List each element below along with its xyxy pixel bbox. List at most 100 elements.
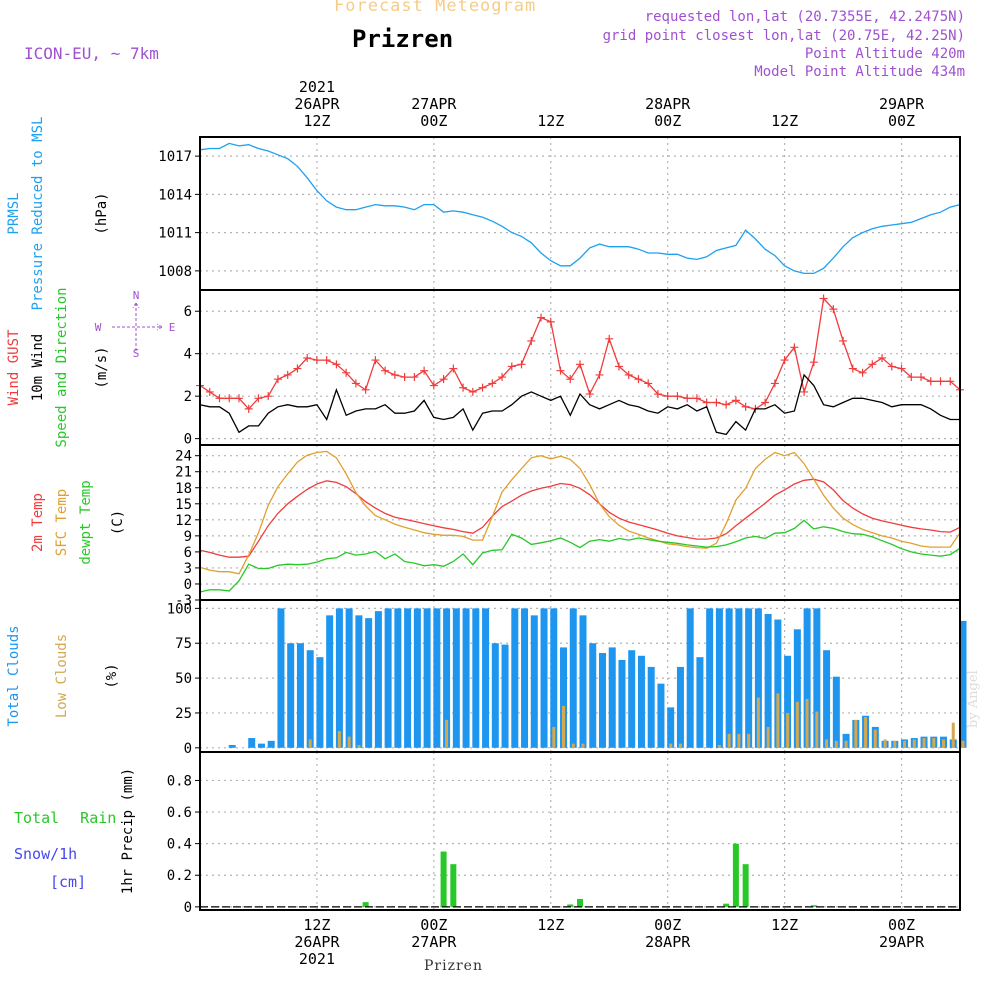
low-bar [912,739,916,748]
clouds-label: Low Clouds [54,634,70,718]
y-tick-label: 1014 [158,187,192,203]
total-bar [589,643,597,748]
gust-marker [371,356,380,365]
low-bar [756,697,760,748]
total-bar [248,738,256,748]
gust-marker [468,387,477,396]
time-tick-label-bottom: 00Z [654,916,681,934]
total-bar [637,655,645,748]
total-bar [355,615,363,748]
total-bar [345,608,353,748]
low-bar [347,736,351,748]
low-bar [562,705,566,748]
clouds-label: Total Clouds [6,625,22,726]
gust-marker [576,360,584,369]
gust-marker [205,387,214,396]
total-bar [667,707,675,748]
y-tick-label: 18 [175,481,192,497]
time-tick-label-bottom: 26APR [294,933,340,951]
total-bar [754,608,762,748]
total-bar [784,655,792,748]
wind10m-line [199,373,960,436]
gust-marker [819,294,828,303]
gust-marker [702,398,711,407]
total-bar [316,657,324,748]
compass-rose [112,302,163,352]
low-bar [883,739,887,748]
total-bar [413,608,421,748]
time-tick-label-bottom: 00Z [888,916,915,934]
snow-unit-label: [cm] [50,873,86,891]
gust-marker [907,373,916,382]
gust-marker [926,377,935,386]
gust-marker [897,364,906,373]
grid-point-location: grid point closest lon,lat (20.75E, 42.2… [602,28,965,44]
total-bar [335,608,343,748]
time-tick-label-bottom: 12Z [771,916,798,934]
gust-marker [566,375,575,384]
y-tick-label: 15 [175,497,192,513]
pressure-ylabel: (hPa) [94,192,110,234]
gust-marker [234,394,243,403]
prmsl-line [199,142,961,275]
total-bar [443,608,451,748]
y-tick-label: 21 [175,465,192,481]
total-bar [706,608,714,748]
compass-w: W [95,321,102,334]
gust-marker [439,375,448,384]
total-bar [296,643,304,748]
gust-marker [410,373,419,382]
gust-marker [342,368,351,377]
station-title: Prizren [352,25,454,53]
low-bar [834,740,838,748]
compass-e: E [169,321,176,334]
total-bar [228,745,236,748]
low-bar [357,745,361,748]
total-bar [394,608,402,748]
y-tick-label: 9 [184,529,192,545]
gust-marker [215,394,224,403]
gust-marker [917,373,926,382]
total-bar [560,647,568,748]
gust-marker [312,356,321,365]
rain-legend-label: Total Rain [14,809,116,827]
y-tick-label: 0.2 [167,868,192,884]
gust-marker [478,383,487,392]
total-bar [452,608,460,748]
gust-marker [936,377,945,386]
y-tick-label: 1011 [158,226,192,242]
low-bar [669,743,673,748]
total-bar [745,608,753,748]
pressure-panel-frame [199,136,961,291]
total-bar [793,629,801,748]
y-tick-label: 4 [184,347,192,363]
dewpt-line [199,519,961,593]
gust-marker [634,375,643,384]
total-bar [823,650,831,748]
total-bar [550,608,558,748]
clouds-ylabel: (%) [104,663,120,688]
gust-marker [400,373,409,382]
gust-marker [303,353,312,362]
low-bar [776,693,780,748]
wind-label: 10m Wind [30,334,46,401]
gust-marker [293,364,302,373]
total-bar [530,615,538,748]
rain-bar [567,904,574,907]
total-bar [306,650,314,748]
time-tick-label-bottom: 28APR [645,933,691,951]
temperature-label: dewpt Temp [78,480,94,564]
low-bar [825,739,829,748]
total-bar [267,740,275,748]
total-bar [715,608,723,748]
gust-marker [527,336,536,345]
time-tick-label-top: 28APR [645,95,691,113]
total-bar [423,608,431,748]
gust-marker [507,362,516,371]
y-tick-label: 24 [175,449,192,465]
y-tick-label: 6 [184,304,192,320]
y-tick-label: 1008 [158,264,192,280]
total-bar [462,608,470,748]
low-bar [805,699,809,748]
